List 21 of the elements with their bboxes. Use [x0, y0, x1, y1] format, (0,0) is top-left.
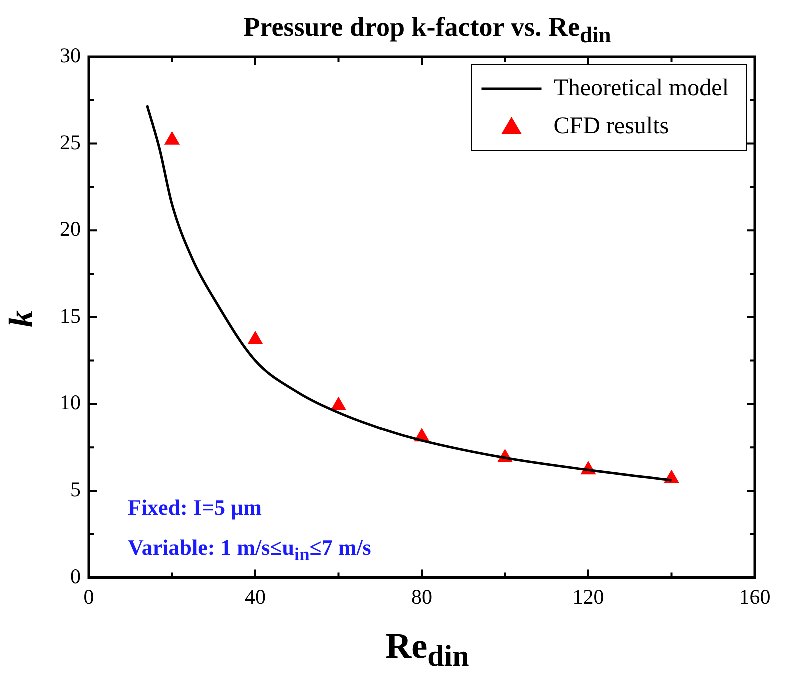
x-tick-label: 160: [739, 584, 771, 609]
x-tick-label: 40: [245, 584, 266, 609]
y-tick-label: 5: [70, 478, 81, 502]
legend-label: Theoretical model: [554, 75, 730, 102]
x-tick-label: 80: [412, 584, 432, 609]
point: [330, 396, 347, 410]
y-tick-label: 20: [60, 217, 81, 242]
y-tick-label: 15: [60, 304, 81, 328]
x-tick-label: 120: [572, 584, 604, 609]
y-axis-title: k: [4, 310, 42, 328]
y-tick-label: 10: [60, 390, 81, 415]
y-tick-label: 30: [60, 44, 81, 68]
chart-title: Pressure drop k-factor vs. Re$_{din}$: [242, 12, 612, 48]
legend-label: CFD results: [554, 113, 670, 140]
point: [164, 131, 180, 145]
y-tick-label: 25: [60, 130, 81, 154]
y-tick-label: 0: [70, 564, 81, 588]
annotation: Fixed: I=5 µm: [128, 495, 262, 521]
annotation: Variable: 1 m/s≤u$_{in}$≤7 m/s: [128, 535, 372, 566]
point: [248, 330, 264, 344]
x-axis-title: Re$_{din}$: [384, 625, 470, 674]
